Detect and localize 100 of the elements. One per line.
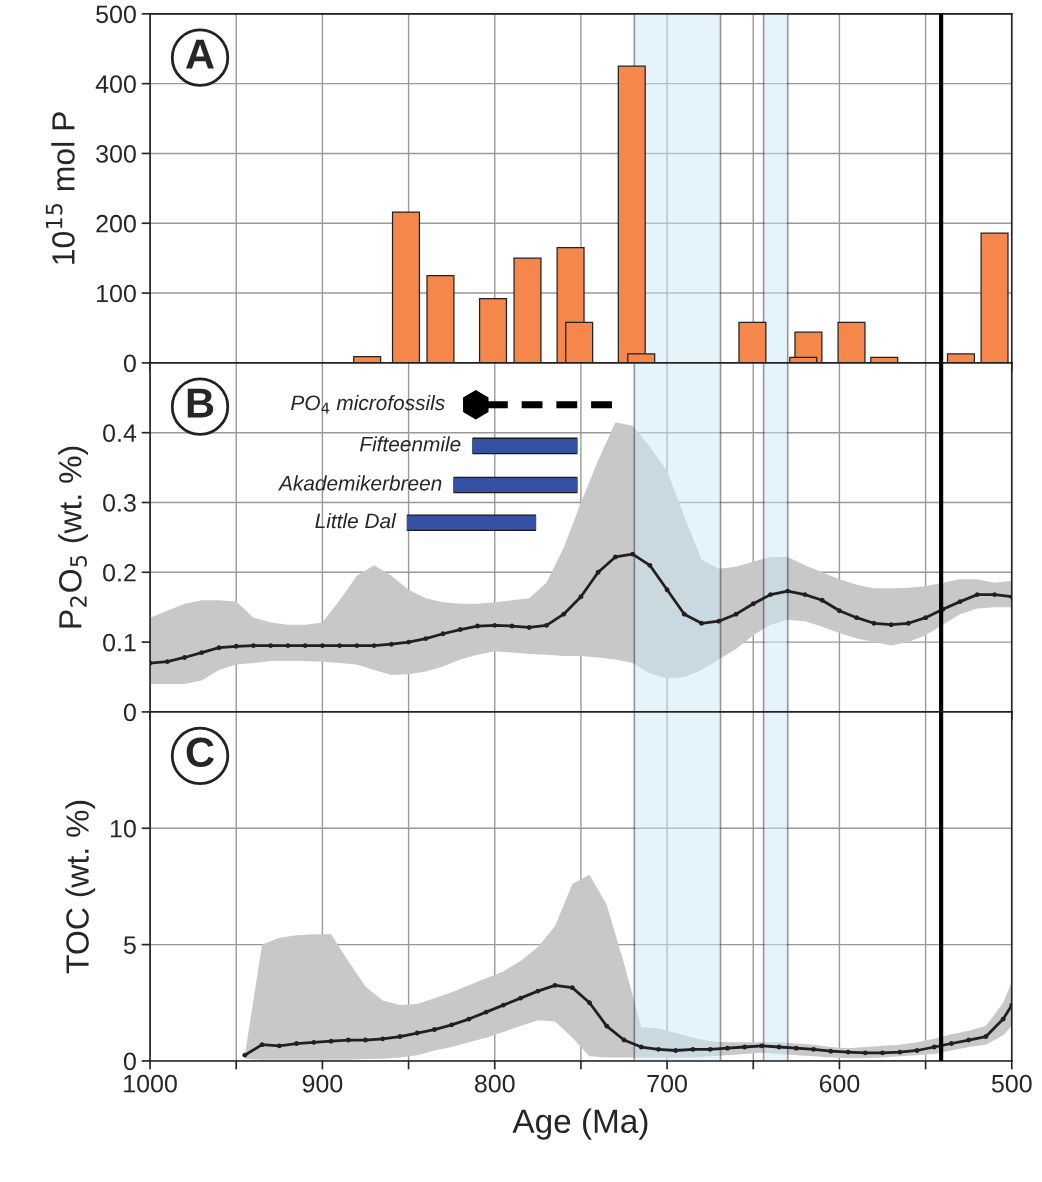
point [414, 1030, 420, 1036]
point [949, 1041, 954, 1046]
point [819, 597, 825, 603]
point [268, 643, 274, 649]
x-tick-label: 1000 [124, 1074, 177, 1093]
point [595, 569, 601, 575]
point [664, 587, 670, 593]
point [966, 1037, 972, 1043]
point [388, 641, 394, 647]
point [699, 620, 704, 626]
y-tick-label: 10 [110, 819, 136, 838]
point [492, 622, 498, 628]
point [319, 643, 325, 649]
point [354, 643, 360, 649]
point [768, 592, 773, 598]
point [854, 615, 860, 621]
y-tick-label: 0 [123, 354, 136, 373]
point [311, 1039, 317, 1045]
point [724, 1045, 730, 1051]
point [638, 1044, 644, 1050]
point [544, 622, 549, 628]
y-tick-label: 0.2 [103, 563, 136, 582]
point [897, 1049, 903, 1055]
y-axis-title: P$_{2}$O$_{5}$ (wt. %) [58, 446, 88, 628]
point [431, 1027, 437, 1032]
point [294, 1041, 299, 1046]
point [647, 562, 653, 568]
annotation: C [186, 737, 214, 767]
x-tick-label: 600 [819, 1074, 860, 1093]
point [380, 1036, 386, 1042]
y-tick-label: 0 [123, 1052, 136, 1071]
point [199, 650, 205, 656]
y-tick-label: 5 [123, 936, 136, 954]
point [164, 659, 170, 665]
point [457, 627, 463, 632]
point [862, 1050, 868, 1056]
y-tick-label: 0.3 [103, 494, 136, 512]
point [974, 592, 980, 598]
point [276, 1043, 282, 1049]
point [742, 1044, 748, 1050]
point [569, 985, 575, 991]
point [785, 588, 791, 594]
point [526, 625, 532, 630]
point [440, 631, 446, 637]
y-tick-label: 100 [97, 284, 136, 303]
series-label: Akademikerbreen [277, 475, 442, 491]
point [182, 655, 187, 660]
point [251, 643, 256, 649]
x-tick-label: 700 [647, 1074, 687, 1093]
point [733, 611, 739, 617]
point [811, 1046, 817, 1052]
y-tick-label: 0.1 [103, 633, 136, 652]
point [656, 1046, 661, 1052]
series-label: PO$_{4}$ microfossils [291, 394, 445, 414]
point [535, 988, 541, 994]
point [233, 643, 239, 649]
point [793, 1045, 799, 1051]
point [302, 643, 308, 649]
x-tick-label: 500 [991, 1074, 1032, 1093]
point [923, 615, 929, 621]
point [880, 1050, 885, 1056]
point [750, 601, 756, 607]
y-tick-label: 400 [95, 75, 136, 93]
point [449, 1022, 455, 1028]
point [587, 1000, 592, 1006]
point [716, 618, 722, 624]
point [561, 611, 567, 617]
x-tick-label: 900 [302, 1074, 343, 1093]
series-label: Fifteenmile [359, 436, 461, 452]
y-axis-title: TOC (wt. %) [65, 800, 96, 974]
annotation: B [187, 388, 214, 418]
line-series [150, 551, 1012, 666]
point [463, 390, 489, 420]
point [630, 551, 636, 557]
y-axis-title: 10$^{15}$ mol P [45, 112, 75, 264]
point [871, 620, 877, 626]
series-label: Little Dal [315, 513, 397, 529]
x-tick-label: 800 [474, 1074, 515, 1093]
y-tick-label: 0.4 [103, 424, 137, 442]
point [992, 592, 997, 598]
point [423, 636, 429, 642]
point [828, 1048, 834, 1054]
point [707, 1046, 713, 1052]
point [837, 608, 842, 614]
point [931, 1044, 937, 1050]
point [216, 645, 222, 651]
point [888, 622, 894, 628]
point [681, 611, 687, 617]
point [905, 620, 911, 626]
point [337, 643, 343, 649]
point [345, 1037, 351, 1043]
y-tick-label: 300 [96, 145, 136, 163]
y-tick-label: 0 [123, 703, 136, 722]
point [578, 594, 584, 600]
point [518, 995, 524, 1001]
point [673, 1048, 679, 1053]
x-axis-title: Age (Ma) [512, 1108, 648, 1140]
y-tick-label: 200 [96, 214, 136, 233]
point [604, 1023, 610, 1029]
y-tick-label: 500 [96, 5, 136, 24]
